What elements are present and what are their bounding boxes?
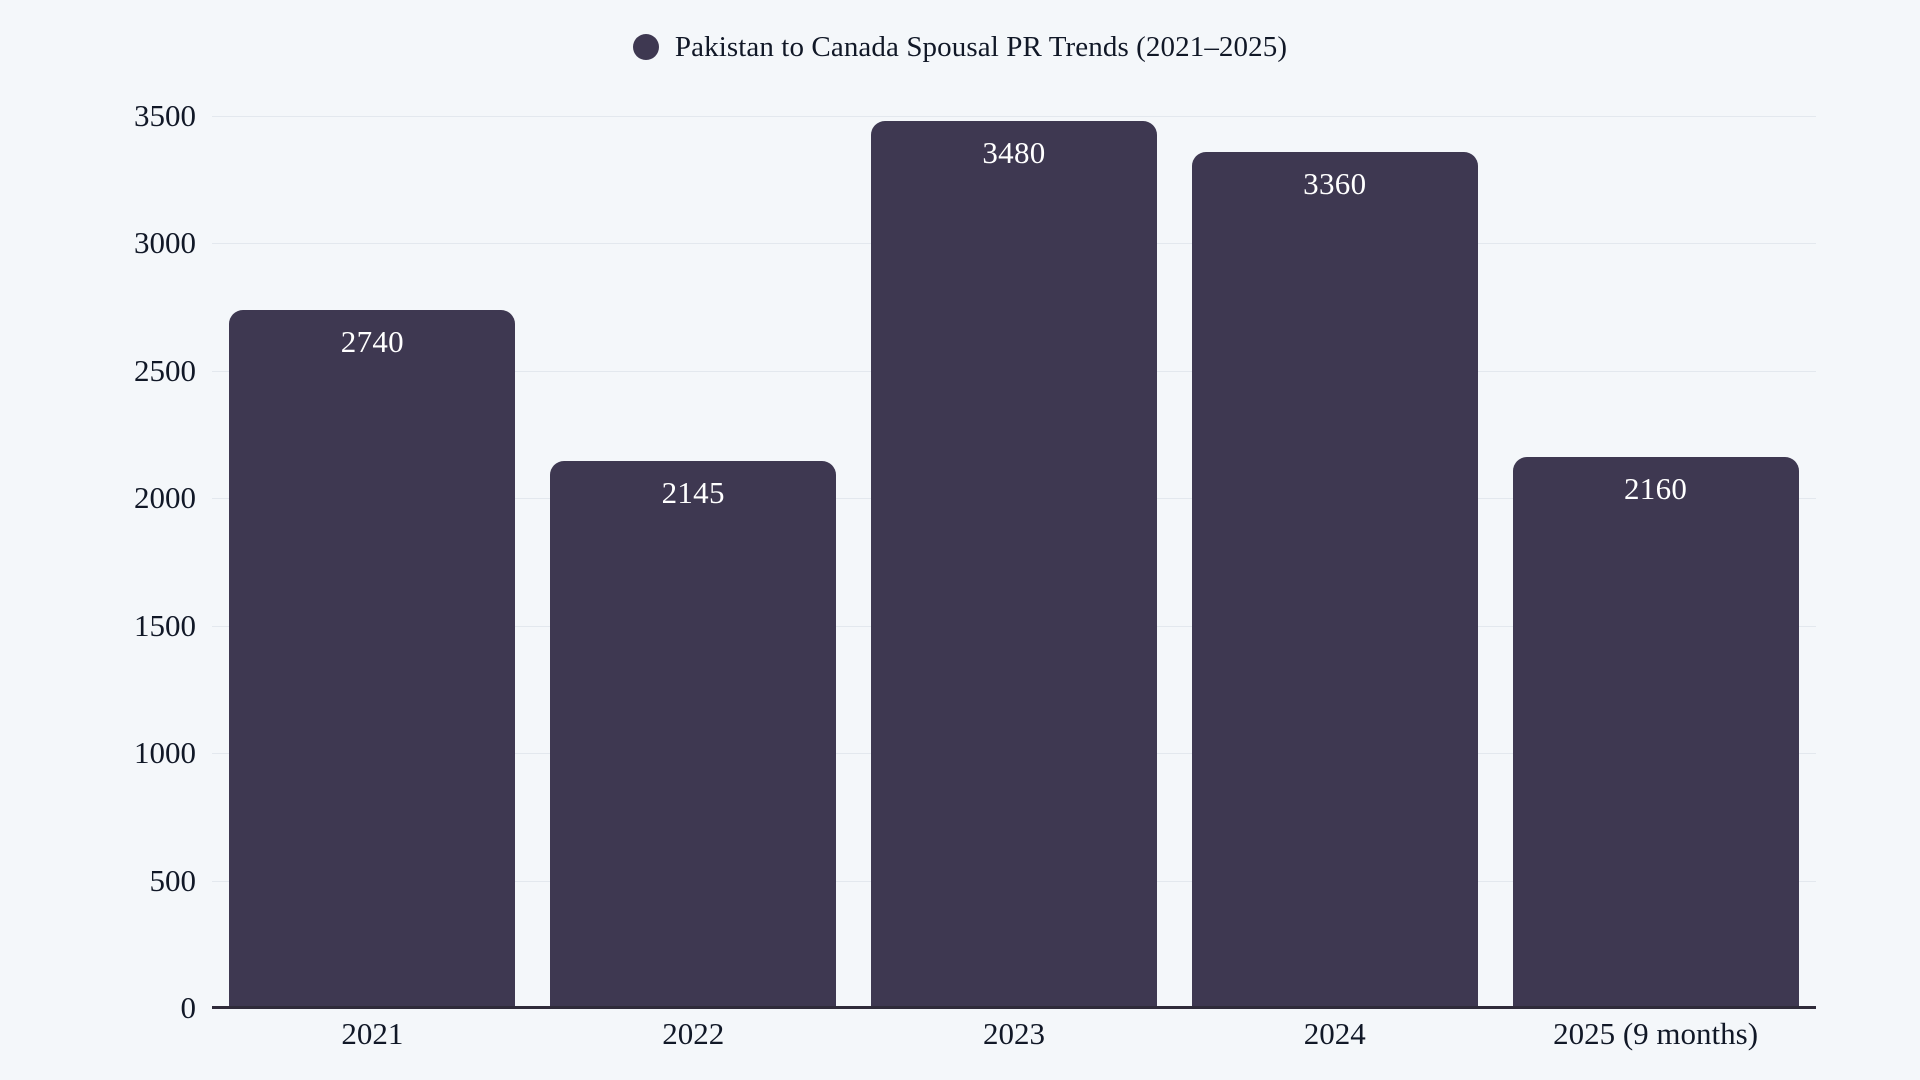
bar-series: 2740 2145 3480 3360 2160 (212, 116, 1816, 1008)
y-tick-label: 2000 (134, 480, 196, 516)
bar[interactable]: 2740 (229, 309, 516, 1008)
x-axis-line (212, 1006, 1816, 1009)
y-tick-label: 1000 (134, 735, 196, 771)
x-tick-label: 2022 (662, 1016, 725, 1051)
bar-value-label: 3480 (982, 134, 1046, 170)
y-axis-tick-labels: 3500 3000 2500 2000 1500 1000 500 0 (0, 98, 197, 1025)
legend-label: Pakistan to Canada Spousal PR Trends (20… (674, 30, 1288, 63)
bar-slot: 3360 (1174, 116, 1495, 1008)
x-tick-label: 2025 (9 months) (1553, 1016, 1759, 1051)
y-tick-label: 2500 (134, 352, 196, 388)
bar[interactable]: 2145 (550, 461, 837, 1008)
x-tick-label: 2021 (341, 1016, 404, 1051)
chart-legend: Pakistan to Canada Spousal PR Trends (20… (0, 26, 1920, 68)
legend-marker-icon (632, 34, 659, 60)
y-tick-label: 500 (149, 862, 197, 898)
y-tick-label: 1500 (134, 607, 196, 643)
x-tick-label: 2023 (982, 1016, 1045, 1051)
bar-slot: 2145 (533, 116, 854, 1008)
y-tick-label: 0 (180, 990, 197, 1025)
bar-value-label: 2145 (661, 475, 725, 511)
bar-value-label: 2160 (1623, 471, 1688, 507)
bar[interactable]: 3480 (870, 120, 1157, 1008)
bar[interactable]: 3360 (1191, 151, 1478, 1008)
plot-area: 2740 2145 3480 3360 2160 (212, 116, 1816, 1009)
bar-slot: 2160 (1495, 116, 1816, 1008)
x-axis-tick-labels: 2021 2022 2023 2024 2025 (9 months) (212, 1016, 1816, 1052)
bar-value-label: 2740 (340, 323, 404, 359)
bar-slot: 2740 (212, 116, 533, 1008)
x-tick-label: 2024 (1303, 1016, 1366, 1051)
y-tick-label: 3000 (134, 225, 196, 261)
bar[interactable]: 2160 (1512, 457, 1799, 1008)
y-tick-label: 3500 (134, 98, 196, 133)
bar-slot: 3480 (854, 116, 1175, 1008)
bar-value-label: 3360 (1303, 165, 1367, 201)
